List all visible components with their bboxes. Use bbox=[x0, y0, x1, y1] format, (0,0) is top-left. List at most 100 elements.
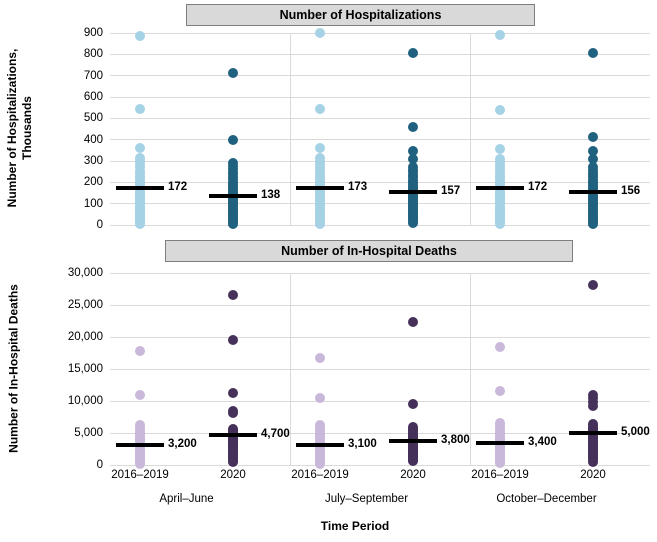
data-point bbox=[135, 143, 145, 154]
data-point bbox=[588, 146, 598, 157]
y-tick-label: 0 bbox=[96, 219, 103, 231]
gridline bbox=[110, 272, 650, 274]
gridline bbox=[110, 32, 650, 34]
x-tick-label: 2020 bbox=[220, 469, 246, 481]
median-line bbox=[296, 186, 344, 191]
y-tick-label: 600 bbox=[83, 91, 103, 103]
median-label: 156 bbox=[621, 184, 641, 197]
data-point bbox=[228, 408, 238, 419]
gridline bbox=[110, 368, 650, 370]
gridline bbox=[110, 304, 650, 306]
data-point bbox=[135, 390, 145, 401]
y-tick-label: 15,000 bbox=[67, 363, 103, 375]
x-tick-label: 2020 bbox=[580, 469, 606, 481]
data-point bbox=[228, 334, 238, 345]
panel-title-hospitalizations: Number of Hospitalizations bbox=[186, 4, 535, 26]
data-point bbox=[228, 218, 238, 229]
data-point bbox=[588, 154, 598, 165]
gridline bbox=[110, 224, 650, 226]
median-label: 5,000 bbox=[621, 426, 650, 438]
gridline bbox=[110, 53, 650, 55]
data-point bbox=[135, 103, 145, 114]
group-separator bbox=[290, 273, 291, 465]
gridline bbox=[110, 160, 650, 162]
median-label: 4,700 bbox=[261, 427, 290, 440]
data-point bbox=[228, 134, 238, 145]
gridline bbox=[110, 203, 650, 205]
data-point bbox=[408, 153, 418, 164]
data-point bbox=[135, 219, 145, 230]
x-group-label: April–June bbox=[159, 493, 214, 505]
plot-area: 3,200 4,700 3,100 3,800 3,400 5,000 bbox=[110, 272, 650, 470]
data-point bbox=[588, 456, 598, 467]
data-point bbox=[315, 28, 325, 39]
y-tick-label: 10,000 bbox=[67, 395, 103, 407]
data-point bbox=[588, 218, 598, 229]
gridline bbox=[110, 139, 650, 141]
x-group-label: October–December bbox=[496, 493, 597, 505]
data-point bbox=[135, 458, 145, 469]
data-point bbox=[408, 456, 418, 467]
median-line bbox=[389, 438, 437, 443]
data-point bbox=[315, 459, 325, 470]
median-line bbox=[476, 186, 524, 191]
data-point bbox=[315, 142, 325, 153]
data-point bbox=[495, 30, 505, 41]
x-group-label: July–September bbox=[324, 493, 409, 505]
median-label: 138 bbox=[261, 188, 281, 201]
data-point bbox=[588, 401, 598, 412]
group-separator bbox=[290, 33, 291, 225]
y-tick-label: 20,000 bbox=[67, 331, 103, 343]
median-line bbox=[569, 431, 617, 435]
gridline bbox=[110, 400, 650, 402]
gridline bbox=[110, 181, 650, 183]
data-point bbox=[408, 47, 418, 58]
data-point bbox=[408, 217, 418, 228]
data-point bbox=[408, 317, 418, 328]
median-label: 173 bbox=[348, 181, 368, 194]
data-point bbox=[315, 353, 325, 364]
data-point bbox=[408, 146, 418, 157]
data-point bbox=[588, 279, 598, 290]
data-point bbox=[495, 104, 505, 115]
x-axis-title: Time Period bbox=[320, 519, 390, 533]
data-point bbox=[495, 341, 505, 352]
y-tick-label: 900 bbox=[83, 27, 103, 39]
data-point bbox=[495, 218, 505, 229]
x-tick-label: 2016–2019 bbox=[291, 469, 349, 481]
data-point bbox=[408, 399, 418, 410]
median-line bbox=[296, 443, 344, 448]
data-point bbox=[495, 458, 505, 469]
data-point bbox=[588, 48, 598, 59]
x-tick-label: 2016–2019 bbox=[471, 469, 529, 481]
data-point bbox=[588, 131, 598, 142]
median-line bbox=[389, 189, 437, 194]
median-label: 172 bbox=[168, 181, 188, 194]
median-line bbox=[116, 186, 164, 191]
y-tick-label: 200 bbox=[83, 176, 103, 189]
gridline bbox=[110, 117, 650, 119]
x-tick-label: 2020 bbox=[400, 469, 426, 481]
median-line bbox=[476, 441, 524, 446]
y-tick-label: 0 bbox=[96, 459, 103, 471]
median-line bbox=[209, 432, 257, 437]
gridline bbox=[110, 336, 650, 338]
median-line bbox=[116, 442, 164, 447]
y-tick-label: 30,000 bbox=[67, 267, 103, 279]
panel-title-deaths: Number of In-Hospital Deaths bbox=[165, 240, 573, 262]
data-point bbox=[135, 31, 145, 42]
group-separator bbox=[470, 33, 471, 225]
y-tick-label: 500 bbox=[83, 112, 103, 125]
y-tick-label: 5,000 bbox=[74, 427, 103, 439]
y-tick-label: 100 bbox=[83, 197, 103, 210]
median-label: 3,800 bbox=[441, 433, 470, 446]
median-label: 172 bbox=[528, 181, 548, 194]
median-label: 3,400 bbox=[528, 436, 557, 449]
gridline bbox=[110, 96, 650, 98]
data-point bbox=[228, 68, 238, 79]
data-point bbox=[228, 457, 238, 468]
median-label: 3,100 bbox=[348, 438, 377, 451]
data-point bbox=[228, 290, 238, 301]
data-point bbox=[315, 218, 325, 229]
